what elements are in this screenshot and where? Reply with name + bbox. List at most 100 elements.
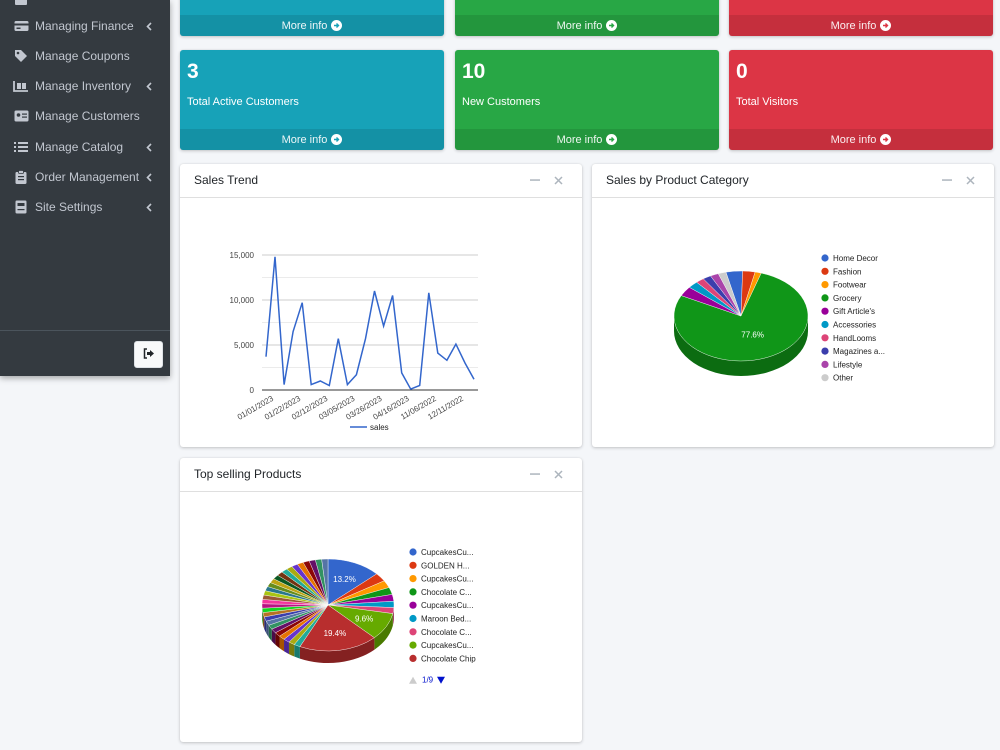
pie-slice-side [674,316,808,376]
more-info-link[interactable]: More info [729,15,993,36]
chevron-left-icon [144,21,154,31]
remove-button[interactable] [551,468,565,482]
y-tick-label: 15,000 [230,251,255,260]
more-info-label: More info [830,19,877,32]
pager-next-icon [437,676,445,684]
card-title: Sales by Product Category [606,173,749,187]
sidebar-item-label: Manage Customers [35,109,140,123]
legend-label: CupcakesCu... [421,641,473,650]
chevron-left-icon [144,202,154,212]
minus-icon [530,174,540,188]
legend-marker [821,360,829,368]
arrow-circle-right-icon [880,134,892,145]
sidebar-item-manage-coupons[interactable]: Manage Coupons [0,43,170,69]
stat-label: Total Active Customers [187,96,299,108]
legend-label: Grocery [833,294,861,303]
small-box-top-2: More info [455,0,719,36]
sidebar-item-label: Manage Coupons [35,49,130,63]
legend-marker [409,575,417,583]
legend-label: sales [370,423,389,432]
arrow-circle-right-icon [880,20,892,31]
more-info-link[interactable]: More info [180,15,444,36]
pie-percent-label: 9.6% [355,614,373,623]
legend-marker [409,561,417,569]
more-info-label: More info [281,133,328,146]
tag-icon [13,49,29,63]
list-icon [13,141,29,153]
legend-marker [409,628,417,636]
stat-label: New Customers [462,96,541,108]
legend-marker [409,588,417,596]
sidebar-item-label: Site Settings [35,200,103,214]
arrow-circle-right-icon [331,134,343,145]
sidebar-item-order-management[interactable]: Order Management [0,164,170,190]
sidebar-item-site-settings[interactable]: Site Settings [0,194,170,220]
pie-percent-label: 77.6% [741,331,764,340]
sidebar-item-manage-customers[interactable]: Manage Customers [0,103,170,129]
credit-card-icon [13,20,29,32]
legend-label: Maroon Bed... [421,615,471,624]
sales-by-category-card: Sales by Product Category 77.6% Home Deco… [592,164,994,447]
legend-marker [821,374,829,382]
small-box-top-3: More info [729,0,993,36]
pie-slice [299,604,375,652]
legend-marker [821,254,829,262]
pie-slice-side [271,629,276,645]
sidebar-item-manage-catalog[interactable]: Manage Catalog [0,134,170,160]
clipboard-icon [13,170,29,184]
stat-value: 0 [736,60,748,83]
remove-button[interactable] [551,174,565,188]
sidebar-item-label: Manage Inventory [35,79,132,93]
more-info-label: More info [556,19,603,32]
small-box-active-customers: 3 Total Active Customers More info [180,50,444,150]
legend-marker [409,654,417,662]
close-icon [553,174,563,188]
legend-label: CupcakesCu... [421,601,473,610]
card-header: Sales Trend [180,164,582,198]
collapse-button[interactable] [940,174,954,188]
arrow-circle-right-icon [331,20,343,31]
more-info-label: More info [281,19,328,32]
sidebar-item-hidden[interactable] [0,0,170,13]
close-icon [553,468,563,482]
sales-series-line [265,256,475,391]
pie-slice [673,272,809,362]
sidebar-item-label: Manage Catalog [35,140,124,154]
legend-marker [409,601,417,609]
pager-prev-icon [409,676,417,684]
legend-label: HandLooms [833,334,876,343]
collapse-button[interactable] [528,174,542,188]
legend-marker [409,641,417,649]
more-info-link[interactable]: More info [729,129,993,150]
more-info-link[interactable]: More info [455,15,719,36]
sidebar: Managing Finance Manage Coupons Manage I… [0,0,170,376]
server-icon [13,200,29,214]
dolly-icon [13,80,29,93]
card-header: Top selling Products [180,458,582,492]
legend-marker [821,281,829,289]
more-info-link[interactable]: More info [455,129,719,150]
pie-slice-side [266,621,269,638]
chevron-left-icon [144,81,154,91]
legend-label: Gift Article's [833,307,875,316]
legend-marker [821,334,829,342]
pie-slice-side [288,642,295,657]
legend-label: Chocolate C... [421,628,472,637]
remove-button[interactable] [963,174,977,188]
pie-percent-label: 13.2% [333,575,356,584]
card-title: Sales Trend [194,173,259,187]
chevron-left-icon [144,142,154,152]
more-info-link[interactable]: More info [180,129,444,150]
legend-marker [821,347,829,355]
sidebar-item-managing-finance[interactable]: Managing Finance [0,13,170,39]
sign-out-icon [143,346,155,364]
sidebar-item-manage-inventory[interactable]: Manage Inventory [0,73,170,99]
collapse-button[interactable] [528,468,542,482]
legend-label: CupcakesCu... [421,548,473,557]
box-icon [13,0,29,6]
close-icon [965,174,975,188]
logout-button[interactable] [134,341,163,368]
legend-label: Footwear [833,281,867,290]
pie-slice [321,558,329,606]
pie-percent-label: 19.4% [324,629,347,638]
